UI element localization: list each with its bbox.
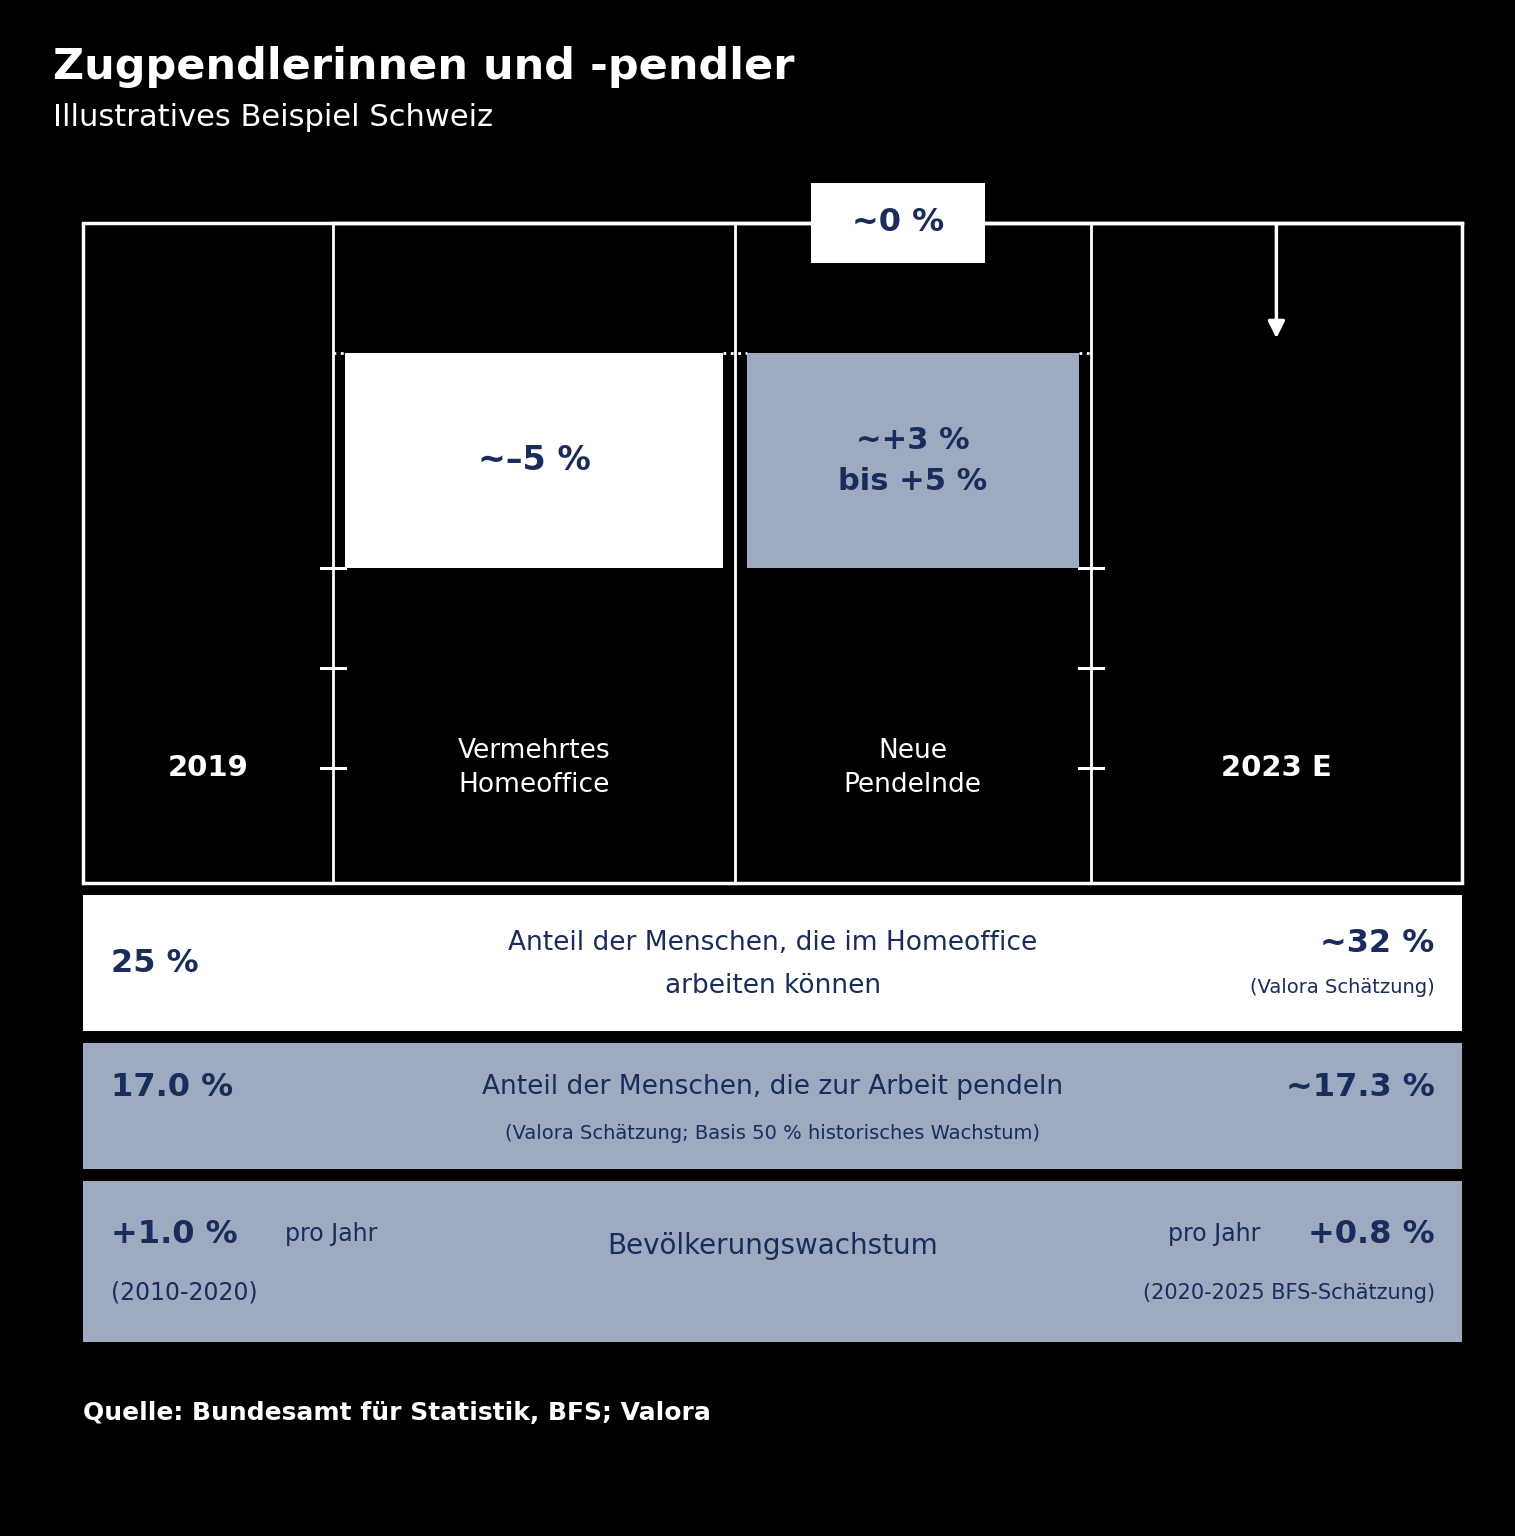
Bar: [83, 895, 1462, 1031]
Text: +0.8 %: +0.8 %: [1307, 1218, 1435, 1250]
Text: ~+3 %
bis +5 %: ~+3 % bis +5 %: [838, 425, 988, 496]
Text: Vermehrtes
Homeoffice: Vermehrtes Homeoffice: [458, 737, 611, 799]
Text: ~32 %: ~32 %: [1321, 928, 1435, 958]
Text: 2019: 2019: [168, 754, 248, 782]
Bar: [83, 223, 1462, 883]
Text: Neue
Pendelnde: Neue Pendelnde: [844, 737, 982, 799]
Text: arbeiten können: arbeiten können: [665, 974, 880, 998]
Text: Quelle: Bundesamt für Statistik, BFS; Valora: Quelle: Bundesamt für Statistik, BFS; Va…: [83, 1401, 711, 1425]
Bar: [747, 353, 1079, 568]
Text: (Valora Schätzung; Basis 50 % historisches Wachstum): (Valora Schätzung; Basis 50 % historisch…: [504, 1124, 1041, 1143]
Text: pro Jahr: pro Jahr: [1168, 1223, 1260, 1246]
Bar: [83, 1043, 1462, 1169]
Text: ~0 %: ~0 %: [851, 207, 944, 238]
Text: Anteil der Menschen, die im Homeoffice: Anteil der Menschen, die im Homeoffice: [508, 931, 1038, 955]
Text: +1.0 %: +1.0 %: [111, 1218, 238, 1250]
Text: pro Jahr: pro Jahr: [285, 1223, 377, 1246]
Text: Anteil der Menschen, die zur Arbeit pendeln: Anteil der Menschen, die zur Arbeit pend…: [482, 1075, 1064, 1100]
Text: Zugpendlerinnen und -pendler: Zugpendlerinnen und -pendler: [53, 46, 794, 88]
Text: (2020-2025 BFS-Schätzung): (2020-2025 BFS-Schätzung): [1142, 1283, 1435, 1303]
Text: 25 %: 25 %: [111, 948, 198, 978]
Text: 17.0 %: 17.0 %: [111, 1072, 233, 1103]
Text: Illustratives Beispiel Schweiz: Illustratives Beispiel Schweiz: [53, 103, 492, 132]
Text: (Valora Schätzung): (Valora Schätzung): [1250, 978, 1435, 997]
Text: ~17.3 %: ~17.3 %: [1286, 1072, 1435, 1103]
Text: ~–5 %: ~–5 %: [477, 444, 591, 478]
Text: (2010-2020): (2010-2020): [111, 1281, 258, 1304]
Bar: [345, 353, 723, 568]
Bar: [811, 183, 985, 263]
Bar: [83, 1181, 1462, 1342]
Text: Bevölkerungswachstum: Bevölkerungswachstum: [608, 1232, 938, 1261]
Text: 2023 E: 2023 E: [1221, 754, 1332, 782]
